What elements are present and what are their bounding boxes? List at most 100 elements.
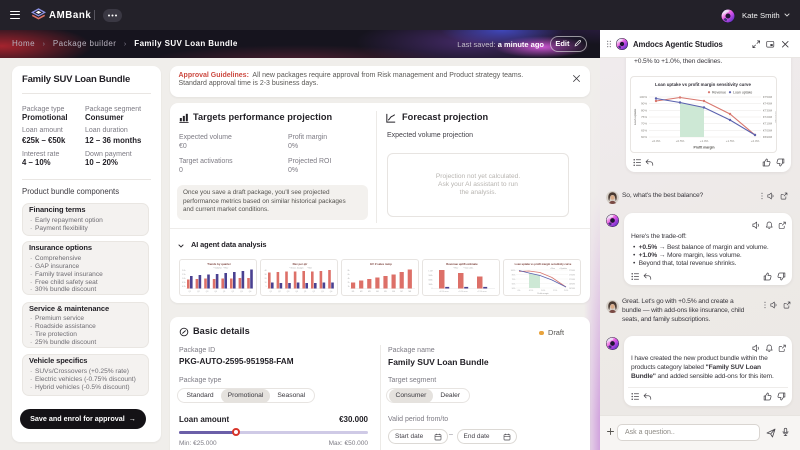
svg-text:M1: M1: [352, 291, 355, 293]
svg-text:Q2: Q2: [313, 291, 316, 293]
svg-text:+0.5%: +0.5%: [676, 139, 685, 143]
svg-text:Loan uptake vs profit margin s: Loan uptake vs profit margin sensitivity…: [655, 82, 751, 87]
svg-text:4k: 4k: [348, 278, 350, 280]
svg-text:€710M: €710M: [569, 279, 575, 281]
svg-text:Q4: Q4: [214, 291, 217, 293]
svg-text:• Gross margin: • Gross margin: [289, 267, 304, 270]
svg-text:100%: 100%: [639, 95, 647, 99]
svg-text:Profit margin: Profit margin: [537, 292, 548, 295]
svg-text:30: 30: [264, 274, 266, 276]
svg-text:2k: 2k: [348, 282, 350, 284]
svg-text:+1.0% scen.: +1.0% scen.: [458, 291, 468, 293]
svg-text:50%: 50%: [512, 288, 516, 290]
svg-text:M2: M2: [360, 291, 363, 293]
svg-text:• Rev: • Rev: [453, 268, 459, 270]
svg-text:Revenue: Revenue: [775, 111, 777, 123]
svg-text:• Uptake: • Uptake: [559, 267, 568, 270]
svg-text:M7: M7: [400, 291, 403, 293]
svg-text:2.0%: 2.0%: [564, 290, 569, 292]
svg-text:Trends by quarter: Trends by quarter: [207, 262, 232, 266]
svg-text:85%: 85%: [512, 275, 516, 277]
svg-text:M8: M8: [408, 291, 411, 293]
svg-text:Q4: Q4: [249, 291, 252, 293]
svg-text:Q3: Q3: [321, 291, 324, 293]
svg-text:0%: 0%: [518, 290, 521, 292]
svg-text:65%: 65%: [641, 128, 647, 132]
svg-text:Loan uptake: Loan uptake: [633, 108, 637, 125]
svg-text:Rev per qtr: Rev per qtr: [293, 262, 309, 266]
svg-text:M6: M6: [392, 291, 395, 293]
svg-text:€750M: €750M: [763, 95, 773, 99]
svg-text:90%: 90%: [641, 102, 647, 106]
svg-text:300k: 300k: [428, 284, 432, 286]
svg-text:900k: 900k: [428, 275, 432, 277]
svg-text:+0.0%: +0.0%: [652, 139, 661, 143]
svg-text:€690M: €690M: [763, 135, 773, 139]
svg-text:+1.5% scen.: +1.5% scen.: [477, 291, 487, 293]
svg-text:M5: M5: [384, 291, 387, 293]
svg-text:5: 5: [266, 286, 267, 288]
svg-text:Q1: Q1: [270, 291, 273, 293]
svg-text:Q2: Q2: [197, 291, 200, 293]
svg-text:• Net: • Net: [307, 267, 312, 270]
svg-text:100%: 100%: [511, 270, 516, 272]
svg-text:EV if sales ramp: EV if sales ramp: [370, 262, 392, 266]
svg-text:+1.0%: +1.0%: [700, 139, 709, 143]
svg-text:Q3: Q3: [287, 291, 290, 293]
svg-text:Q3: Q3: [240, 291, 243, 293]
svg-text:1.2M: 1.2M: [428, 271, 433, 273]
svg-text:+1.5%: +1.5%: [726, 139, 735, 143]
svg-text:€720M: €720M: [763, 115, 773, 119]
svg-text:1.5%: 1.5%: [553, 290, 558, 292]
svg-text:Loan uptake: Loan uptake: [733, 91, 752, 95]
svg-text:• Rev: • Rev: [550, 268, 556, 270]
svg-text:€730M: €730M: [763, 108, 773, 112]
svg-text:M3: M3: [368, 291, 371, 293]
svg-text:1.5k: 1.5k: [182, 274, 186, 276]
svg-text:70%: 70%: [641, 122, 647, 126]
svg-text:€690M: €690M: [569, 284, 575, 286]
svg-text:6k: 6k: [348, 274, 350, 276]
svg-text:M4: M4: [376, 291, 379, 293]
svg-text:40: 40: [264, 270, 266, 272]
svg-text:Q4: Q4: [295, 291, 298, 293]
svg-text:Loan uptake vs profit margin s: Loan uptake vs profit margin sensitivity…: [515, 262, 572, 266]
svg-text:Q1: Q1: [189, 291, 192, 293]
svg-text:0: 0: [432, 288, 433, 290]
svg-text:0.5%: 0.5%: [529, 290, 534, 292]
svg-text:• Volume: • Volume: [213, 268, 222, 270]
svg-text:Q1: Q1: [304, 291, 307, 293]
svg-text:Revenue uplift estimate: Revenue uplift estimate: [446, 262, 478, 266]
svg-text:Q2: Q2: [278, 291, 281, 293]
svg-text:1k: 1k: [348, 286, 350, 288]
svg-text:2.0k: 2.0k: [182, 270, 186, 272]
svg-text:65%: 65%: [512, 284, 516, 286]
svg-text:• Vol, units: • Vol, units: [463, 267, 474, 270]
svg-text:+2.0%: +2.0%: [751, 139, 760, 143]
svg-text:+0.5% scen.: +0.5% scen.: [439, 291, 449, 293]
svg-text:0.2k: 0.2k: [182, 286, 186, 288]
svg-text:Profit margin: Profit margin: [693, 146, 714, 150]
svg-text:1.0%: 1.0%: [541, 290, 546, 292]
svg-text:Q1: Q1: [223, 291, 226, 293]
svg-text:10: 10: [264, 282, 266, 284]
svg-text:€700M: €700M: [763, 128, 773, 132]
svg-text:€670M: €670M: [569, 288, 575, 290]
svg-text:€740M: €740M: [763, 102, 773, 106]
svg-text:1.0k: 1.0k: [182, 278, 186, 280]
svg-text:Q2: Q2: [232, 291, 235, 293]
svg-text:• Rev: • Rev: [223, 268, 229, 270]
svg-text:75%: 75%: [512, 279, 516, 281]
svg-text:60%: 60%: [641, 135, 647, 139]
svg-text:600k: 600k: [428, 280, 432, 282]
svg-text:Revenue: Revenue: [712, 91, 726, 95]
svg-text:Q3: Q3: [206, 291, 209, 293]
svg-text:€710M: €710M: [763, 122, 773, 126]
svg-text:8k: 8k: [348, 270, 350, 272]
svg-text:0.5k: 0.5k: [182, 282, 186, 284]
svg-text:20: 20: [264, 278, 266, 280]
svg-text:75%: 75%: [641, 115, 647, 119]
svg-text:€730M: €730M: [569, 275, 575, 277]
svg-text:€750M: €750M: [569, 270, 575, 272]
svg-text:Q4: Q4: [330, 291, 333, 293]
